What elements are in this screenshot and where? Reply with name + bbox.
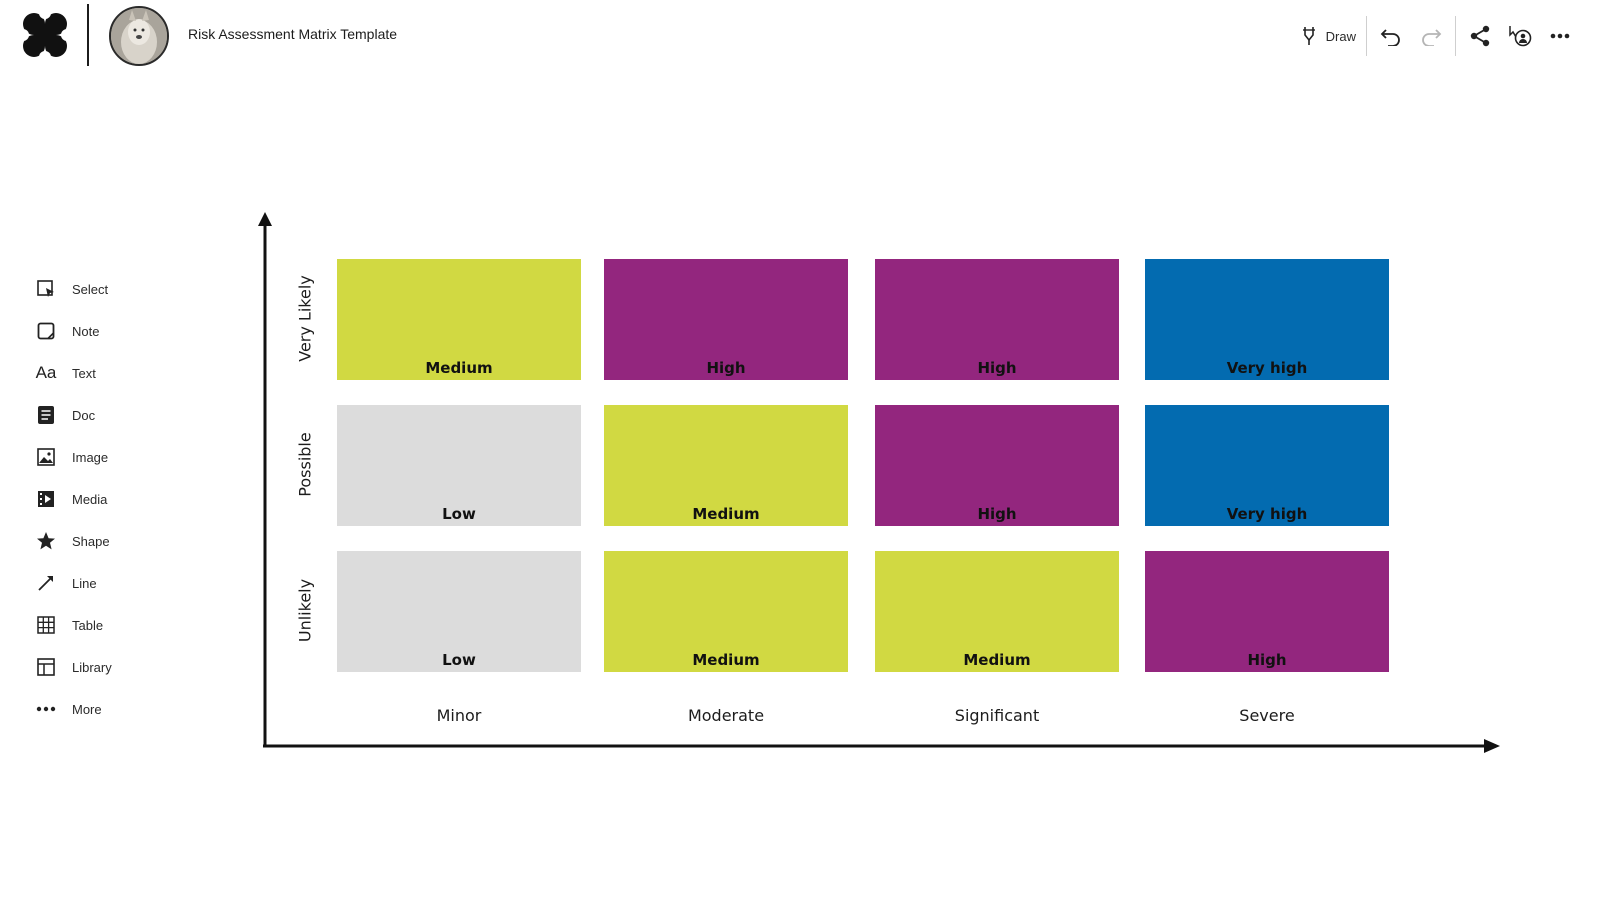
cell-risk-label: Low (442, 651, 476, 669)
avatar[interactable] (109, 6, 169, 66)
matrix-cell-very-likely-severe[interactable]: Very high (1145, 259, 1389, 380)
tool-select[interactable]: Select (34, 268, 154, 310)
library-icon (34, 655, 58, 679)
star-icon (34, 529, 58, 553)
matrix-cell-possible-significant[interactable]: High (875, 405, 1119, 526)
matrix-cell-possible-moderate[interactable]: Medium (604, 405, 848, 526)
image-icon (34, 445, 58, 469)
table-icon (34, 613, 58, 637)
cell-risk-label: Very high (1226, 359, 1308, 377)
cell-risk-label: Medium (425, 359, 493, 377)
undo-button[interactable] (1371, 18, 1411, 54)
share-icon (1469, 25, 1491, 47)
row-label-possible: Possible (295, 432, 315, 497)
doc-icon (34, 403, 58, 427)
tool-label: Select (72, 281, 109, 297)
cell-risk-label: Medium (692, 505, 760, 523)
matrix-cell-unlikely-significant[interactable]: Medium (875, 551, 1119, 672)
undo-icon (1380, 26, 1402, 46)
cell-risk-label: High (977, 505, 1017, 523)
cell-risk-label: Low (442, 505, 476, 523)
cell-risk-label: Medium (692, 651, 760, 669)
matrix-cell-very-likely-significant[interactable]: High (875, 259, 1119, 380)
cell-risk-label: Medium (963, 651, 1031, 669)
tool-table[interactable]: Table (34, 604, 154, 646)
tool-label: Shape (72, 533, 110, 549)
x-axis-arrowhead (1484, 739, 1500, 753)
tool-label: More (72, 701, 102, 717)
tool-media[interactable]: Media (34, 478, 154, 520)
tool-more[interactable]: More (34, 688, 154, 730)
tool-label: Library (72, 659, 112, 675)
select-icon (34, 277, 58, 301)
tool-label: Text (72, 365, 96, 381)
cursor-user-icon (1508, 25, 1532, 47)
row-label-very-likely: Very Likely (295, 275, 315, 362)
cell-risk-label: High (1247, 651, 1287, 669)
share-button[interactable] (1460, 18, 1500, 54)
column-label-severe: Severe (1239, 706, 1295, 725)
tool-shape[interactable]: Shape (34, 520, 154, 562)
matrix-cell-very-likely-moderate[interactable]: High (604, 259, 848, 380)
tool-text[interactable]: Aa Text (34, 352, 154, 394)
matrix-cell-possible-minor[interactable]: Low (337, 405, 581, 526)
cell-risk-label: High (977, 359, 1017, 377)
tool-label: Doc (72, 407, 96, 423)
row-label-unlikely: Unlikely (295, 578, 315, 643)
note-icon (34, 319, 58, 343)
toolbar-separator (1455, 16, 1456, 56)
line-icon (34, 571, 58, 595)
left-toolbar: Select Note Aa Text Doc Image Media Sha (34, 268, 154, 730)
top-bar: Risk Assessment Matrix Template Draw (0, 0, 1600, 72)
pen-icon (1300, 25, 1318, 47)
more-horizontal-icon (1550, 33, 1570, 39)
redo-button[interactable] (1411, 18, 1451, 54)
y-axis-arrowhead (258, 212, 272, 226)
cell-risk-label: High (706, 359, 746, 377)
follow-user-button[interactable] (1500, 18, 1540, 54)
column-label-minor: Minor (436, 706, 482, 725)
tool-label: Line (72, 575, 97, 591)
matrix-cell-unlikely-moderate[interactable]: Medium (604, 551, 848, 672)
tool-library[interactable]: Library (34, 646, 154, 688)
text-icon: Aa (35, 363, 57, 382)
tool-label: Image (72, 449, 109, 465)
tool-label: Table (72, 617, 104, 633)
matrix-cell-very-likely-minor[interactable]: Medium (337, 259, 581, 380)
column-label-significant: Significant (954, 706, 1040, 725)
column-label-moderate: Moderate (687, 706, 765, 725)
toolbar-separator (1366, 16, 1367, 56)
top-actions: Draw (1296, 14, 1580, 58)
tool-doc[interactable]: Doc (34, 394, 154, 436)
matrix-cell-possible-severe[interactable]: Very high (1145, 405, 1389, 526)
media-icon (34, 487, 58, 511)
matrix-cell-unlikely-minor[interactable]: Low (337, 551, 581, 672)
cell-risk-label: Very high (1226, 505, 1308, 523)
header-divider (87, 4, 89, 66)
tool-label: Media (72, 491, 108, 507)
more-options-button[interactable] (1540, 18, 1580, 54)
more-icon (34, 697, 58, 721)
document-title[interactable]: Risk Assessment Matrix Template (188, 26, 398, 42)
tool-image[interactable]: Image (34, 436, 154, 478)
redo-icon (1420, 26, 1442, 46)
tool-label: Note (72, 323, 100, 339)
tool-line[interactable]: Line (34, 562, 154, 604)
draw-button[interactable]: Draw (1296, 18, 1362, 54)
matrix-cell-unlikely-severe[interactable]: High (1145, 551, 1389, 672)
draw-label: Draw (1325, 28, 1356, 44)
tool-note[interactable]: Note (34, 310, 154, 352)
